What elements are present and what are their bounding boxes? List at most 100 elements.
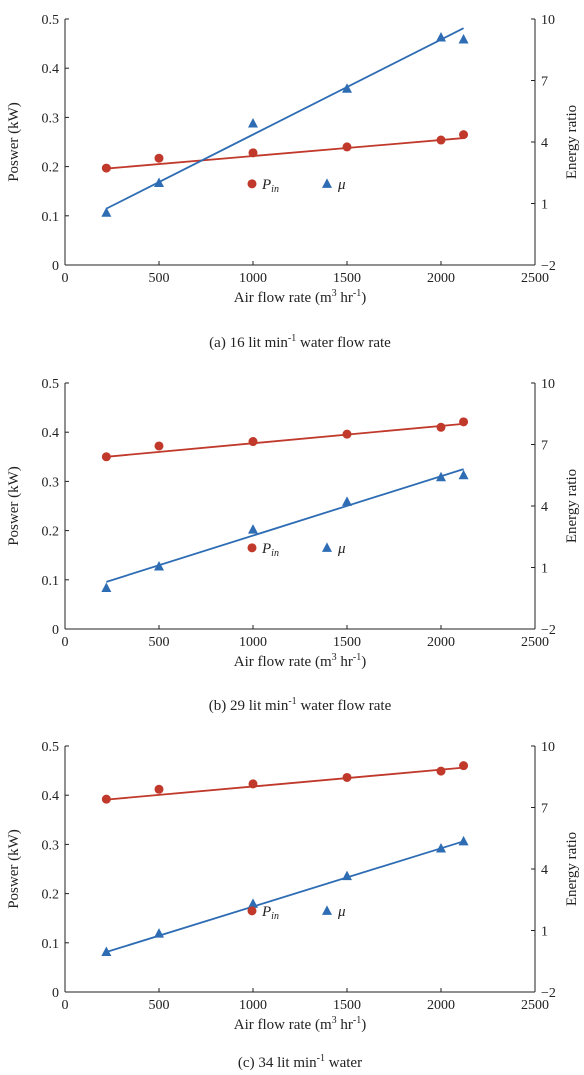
data-point-p-in bbox=[342, 772, 352, 782]
data-point-mu bbox=[154, 928, 164, 938]
chart-panel-c: 0 500 1000 1500 2000 2500 0 0.1 0.2 0.3 0.4 0.5 −2 1 4… bbox=[6, 740, 580, 1071]
y-tick-label-right: −2 bbox=[541, 623, 556, 638]
y-axis-title-left: Poswer (kW) bbox=[6, 102, 22, 182]
data-point-mu bbox=[436, 843, 446, 853]
legend-label-p-in: Pin bbox=[261, 541, 279, 559]
fit-line-mu bbox=[105, 27, 464, 210]
y-tick-label-right: 4 bbox=[541, 136, 548, 151]
y-tick-label-right: −2 bbox=[541, 259, 556, 274]
data-point-p-in bbox=[436, 766, 446, 776]
y-tick-label-left: 0.5 bbox=[42, 740, 60, 755]
data-point-p-in bbox=[459, 761, 469, 771]
y-tick-label-left: 0.4 bbox=[42, 62, 60, 77]
y-tick-label-left: 0 bbox=[52, 623, 59, 638]
y-tick-label-left: 0 bbox=[52, 986, 59, 1001]
data-point-p-in bbox=[154, 784, 164, 794]
panel-caption: (b) 29 lit min-1 water flow rate bbox=[209, 696, 392, 714]
y-tick-label-left: 0.4 bbox=[42, 789, 60, 804]
x-tick-label: 2000 bbox=[427, 998, 455, 1013]
y-axis-title-right: Energy ratio bbox=[564, 105, 580, 179]
x-axis-title: Air flow rate (m3 hr-1) bbox=[234, 652, 366, 670]
fit-line-mu bbox=[106, 840, 464, 953]
legend-marker-mu bbox=[322, 905, 332, 915]
y-tick-label-right: 7 bbox=[541, 802, 548, 817]
data-point-p-in bbox=[459, 417, 469, 427]
data-point-mu bbox=[342, 496, 352, 506]
y-axis-title-left: Poswer (kW) bbox=[6, 466, 22, 546]
data-point-p-in bbox=[436, 422, 446, 432]
y-tick-label-left: 0.5 bbox=[42, 377, 60, 392]
data-point-mu bbox=[342, 83, 352, 93]
data-point-mu bbox=[436, 471, 446, 482]
data-point-p-in bbox=[154, 153, 164, 163]
legend-marker-p-in bbox=[247, 179, 257, 189]
legend-label-p-in: Pin bbox=[261, 177, 279, 195]
x-tick-label: 2500 bbox=[521, 271, 549, 286]
data-point-mu bbox=[458, 835, 469, 846]
legend-label-mu: μ bbox=[337, 177, 346, 193]
x-tick-label: 2000 bbox=[427, 271, 455, 286]
y-tick-label-right: 10 bbox=[541, 13, 555, 28]
y-tick-label-left: 0.1 bbox=[42, 937, 60, 952]
y-tick-label-left: 0.1 bbox=[42, 574, 60, 589]
chart-panel-a: 0 500 1000 1500 2000 2500 0 0.1 0.2 0.3 0.4 0.5 −2 1 4… bbox=[6, 13, 580, 351]
y-tick-label-left: 0.3 bbox=[42, 111, 60, 126]
panel-caption: (c) 34 lit min-1 water bbox=[238, 1053, 362, 1071]
y-tick-label-left: 0.2 bbox=[42, 525, 60, 540]
data-point-p-in bbox=[154, 441, 164, 451]
fit-line-p-in bbox=[106, 137, 464, 170]
y-axis-title-right: Energy ratio bbox=[564, 469, 580, 543]
y-tick-label-left: 0.3 bbox=[42, 838, 60, 853]
data-point-mu bbox=[458, 469, 469, 480]
data-point-p-in bbox=[101, 794, 111, 804]
data-point-p-in bbox=[248, 779, 258, 789]
y-tick-label-right: 10 bbox=[541, 740, 555, 755]
y-tick-label-right: 7 bbox=[541, 439, 548, 454]
x-tick-label: 2500 bbox=[521, 635, 549, 650]
data-point-p-in bbox=[342, 142, 352, 152]
legend-label-mu: μ bbox=[337, 904, 346, 920]
fit-line-p-in bbox=[106, 422, 464, 458]
panel-caption: (a) 16 lit min-1 water flow rate bbox=[209, 333, 391, 351]
y-tick-label-left: 0.2 bbox=[42, 888, 60, 903]
y-tick-label-right: 1 bbox=[541, 925, 548, 940]
data-point-mu bbox=[248, 524, 258, 534]
data-point-mu bbox=[436, 31, 446, 42]
legend-label-p-in: Pin bbox=[261, 904, 279, 922]
data-point-mu bbox=[154, 177, 164, 187]
data-point-mu bbox=[342, 870, 352, 881]
y-tick-label-left: 0.2 bbox=[42, 161, 60, 176]
data-point-mu bbox=[458, 34, 469, 44]
data-point-p-in bbox=[248, 148, 258, 158]
y-tick-label-right: 1 bbox=[541, 562, 548, 577]
fit-line-p-in bbox=[106, 766, 464, 801]
y-tick-label-right: 10 bbox=[541, 377, 555, 392]
x-axis-title: Air flow rate (m3 hr-1) bbox=[234, 1015, 366, 1033]
data-point-mu bbox=[248, 898, 258, 908]
data-point-mu bbox=[101, 207, 112, 217]
x-tick-label: 500 bbox=[149, 271, 170, 286]
x-tick-label: 500 bbox=[149, 635, 170, 650]
legend-label-mu: μ bbox=[337, 541, 346, 557]
x-tick-label: 0 bbox=[62, 635, 69, 650]
x-tick-label: 1000 bbox=[239, 271, 267, 286]
data-point-p-in bbox=[342, 429, 352, 439]
y-tick-label-left: 0 bbox=[52, 259, 59, 274]
y-tick-label-right: 7 bbox=[541, 75, 548, 90]
y-tick-label-left: 0.3 bbox=[42, 475, 60, 490]
y-tick-label-right: 4 bbox=[541, 500, 548, 515]
y-tick-label-left: 0.1 bbox=[42, 210, 60, 225]
x-axis-title: Air flow rate (m3 hr-1) bbox=[234, 288, 366, 306]
y-tick-label-right: 1 bbox=[541, 198, 548, 213]
x-tick-label: 1000 bbox=[239, 998, 267, 1013]
legend-marker-mu bbox=[322, 542, 332, 552]
y-axis-title-left: Poswer (kW) bbox=[6, 829, 22, 909]
y-tick-label-right: −2 bbox=[541, 986, 556, 1001]
y-tick-label-left: 0.4 bbox=[42, 426, 60, 441]
data-point-mu bbox=[101, 582, 112, 592]
data-point-p-in bbox=[459, 130, 469, 140]
data-point-p-in bbox=[248, 437, 258, 447]
x-tick-label: 0 bbox=[62, 271, 69, 286]
x-tick-label: 2500 bbox=[521, 998, 549, 1013]
